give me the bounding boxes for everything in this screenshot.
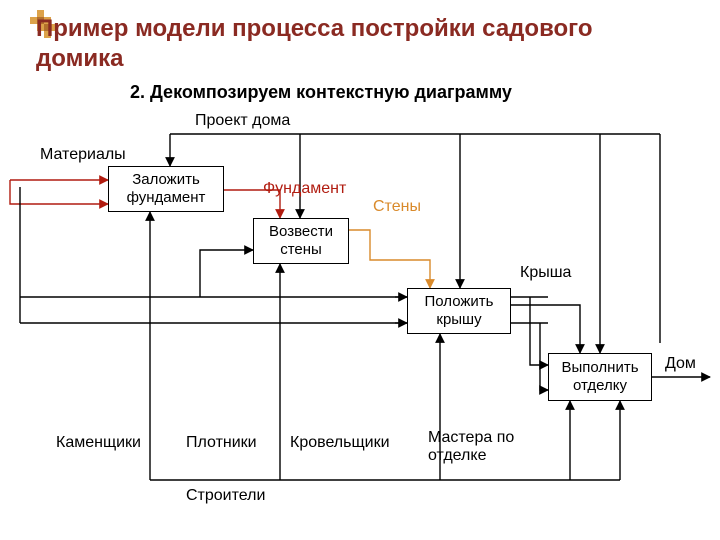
diagram-label-l_materials: Материалы (40, 146, 126, 164)
process-node-label: Заложить фундамент (113, 171, 219, 207)
process-node-n4: Выполнить отделку (548, 353, 652, 401)
edge-e_mat2_n4 (540, 323, 548, 390)
edges-layer (0, 0, 720, 540)
edge-e_mat_n4 (530, 297, 548, 365)
diagram-label-l_masons: Каменщики (56, 434, 141, 452)
diagram-label-l_finish: Мастера по отделке (428, 429, 538, 466)
diagram-label-l_roof: Крыша (520, 264, 571, 282)
process-node-n2: Возвести стены (253, 218, 349, 264)
edge-e_walls (349, 230, 430, 288)
diagram-label-l_walls: Стены (373, 198, 421, 216)
diagram-label-l_house: Дом (665, 355, 696, 373)
diagram-label-l_project: Проект дома (195, 112, 290, 130)
diagram-stage: Пример модели процесса постройки садовог… (0, 0, 720, 540)
edge-e_roof (511, 305, 580, 353)
process-node-n3: Положить крышу (407, 288, 511, 334)
process-node-label: Возвести стены (258, 223, 344, 259)
process-node-label: Положить крышу (412, 293, 506, 329)
diagram-label-l_found: Фундамент (263, 180, 346, 198)
diagram-label-l_builders: Строители (186, 487, 265, 505)
edge-e_mat_back (10, 180, 40, 204)
process-node-n1: Заложить фундамент (108, 166, 224, 212)
diagram-label-l_roofers: Кровельщики (290, 434, 390, 452)
edge-e_mat_n2 (200, 250, 253, 297)
process-node-label: Выполнить отделку (553, 359, 647, 395)
diagram-label-l_carp: Плотники (186, 434, 257, 452)
